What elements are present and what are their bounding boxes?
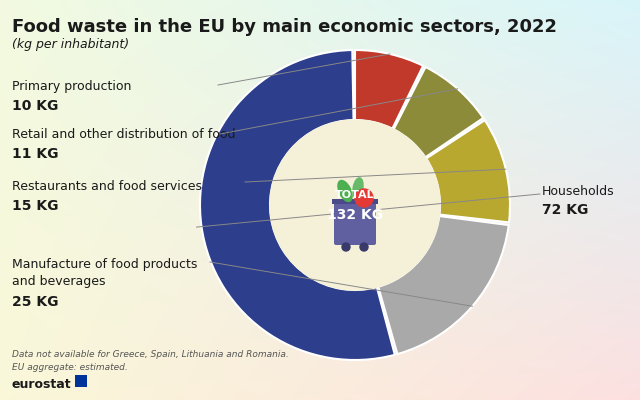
Wedge shape (394, 67, 483, 157)
FancyBboxPatch shape (334, 201, 376, 245)
Circle shape (355, 189, 373, 207)
Text: 11 KG: 11 KG (12, 146, 58, 160)
Text: Restaurants and food services: Restaurants and food services (12, 180, 202, 193)
Text: 132 KG: 132 KG (327, 208, 383, 222)
Text: 72 KG: 72 KG (542, 203, 588, 217)
Wedge shape (200, 50, 395, 360)
Text: Households: Households (542, 185, 614, 198)
Wedge shape (355, 50, 423, 129)
Bar (332, 198, 378, 204)
Text: 15 KG: 15 KG (12, 198, 58, 212)
Text: Food waste in the EU by main economic sectors, 2022: Food waste in the EU by main economic se… (12, 18, 557, 36)
Bar (75, 375, 87, 387)
Ellipse shape (352, 177, 364, 199)
Circle shape (360, 243, 368, 251)
Text: Retail and other distribution of food: Retail and other distribution of food (12, 128, 236, 141)
Text: (kg per inhabitant): (kg per inhabitant) (12, 38, 129, 51)
Text: Primary production: Primary production (12, 80, 131, 93)
Text: eurostat: eurostat (12, 378, 72, 391)
Wedge shape (426, 120, 510, 222)
Circle shape (342, 243, 350, 251)
Text: Manufacture of food products
and beverages: Manufacture of food products and beverag… (12, 258, 197, 288)
Circle shape (270, 120, 440, 290)
Ellipse shape (337, 180, 353, 202)
Text: 25 KG: 25 KG (12, 295, 58, 309)
Text: Data not available for Greece, Spain, Lithuania and Romania.
EU aggregate: estim: Data not available for Greece, Spain, Li… (12, 350, 289, 372)
Text: 10 KG: 10 KG (12, 98, 58, 112)
Text: TOTAL: TOTAL (335, 190, 375, 200)
Wedge shape (378, 216, 509, 354)
